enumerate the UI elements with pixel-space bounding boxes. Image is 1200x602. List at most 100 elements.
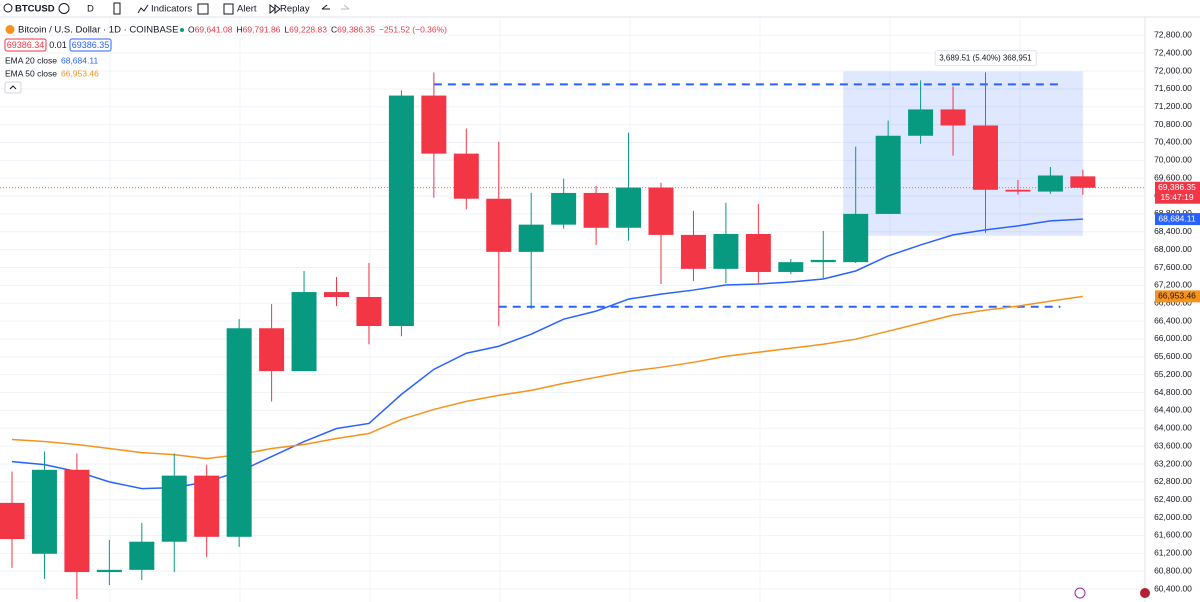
candle-body: [1005, 189, 1031, 192]
undo[interactable]: [321, 4, 330, 10]
replay-icon[interactable]: [269, 3, 281, 15]
ohlc-value: 69,791.86: [243, 24, 281, 34]
price-tag: [1155, 181, 1200, 204]
candle-body: [324, 292, 349, 297]
chart-title: Bitcoin / U.S. Dollar · 1D · COINBASE: [18, 25, 178, 36]
y-tick-label: 72,800.00: [1154, 30, 1192, 40]
alert-button[interactable]: Alert: [237, 4, 257, 15]
candle-body: [875, 135, 901, 214]
candle-body: [616, 187, 642, 228]
price-tag-label: 69,386.35: [1158, 182, 1196, 192]
ohlc-value: 69,228.83: [289, 24, 327, 34]
candle-body: [551, 192, 577, 225]
ohlc-key: L: [284, 24, 289, 34]
candle-body: [421, 95, 447, 154]
candle-body: [1037, 175, 1063, 192]
collapse-icon[interactable]: [9, 85, 17, 90]
search-icon[interactable]: [3, 3, 13, 13]
ema-tag: [1155, 290, 1200, 303]
ohlc-key: C: [331, 24, 337, 34]
candle-body: [518, 224, 544, 252]
candle-body: [1070, 176, 1096, 188]
candle-body: [453, 153, 479, 199]
redo[interactable]: [341, 4, 350, 10]
candle-body: [583, 192, 609, 228]
indicator-legend: EMA 20 close 68,684.11 EMA 50 close 66,953.…: [5, 55, 99, 78]
candle-body: [810, 259, 836, 263]
interval[interactable]: D: [87, 4, 94, 15]
candle-body: [96, 569, 122, 573]
chart-type[interactable]: [113, 2, 121, 15]
y-tick-label: 66,800.00: [1154, 297, 1192, 307]
add-symbol[interactable]: [58, 3, 70, 14]
ema-line: [11, 295, 1083, 460]
indicator-value: 66,953.46: [61, 68, 99, 78]
y-tick-label: 68,000.00: [1154, 244, 1192, 254]
change: −251.52 (−0.36%): [379, 24, 447, 34]
ohlc-key: H: [236, 24, 242, 34]
bid-box[interactable]: [4, 38, 47, 52]
candle-body: [745, 234, 771, 272]
y-tick-label: 66,400.00: [1154, 315, 1192, 325]
range-label: 3,689.51 (5.40%) 368,951: [939, 54, 1032, 63]
y-tick-label: 62,000.00: [1154, 512, 1192, 522]
flag-icon[interactable]: [1140, 588, 1150, 598]
range-label-bg: [934, 50, 1037, 67]
candle-body: [908, 109, 934, 136]
status-dot: [180, 28, 184, 32]
lightning-icon[interactable]: [1074, 587, 1086, 599]
alert-icon[interactable]: [223, 3, 234, 15]
y-tick-label: 70,400.00: [1154, 137, 1192, 147]
candle-body: [161, 475, 187, 542]
ask[interactable]: 69386.35: [72, 40, 110, 50]
ask-box[interactable]: [69, 38, 112, 52]
y-tick-label: 70,000.00: [1154, 155, 1192, 165]
candle-body: [843, 213, 869, 263]
y-tick-label: 67,200.00: [1154, 280, 1192, 290]
ema-tag-label: 68,684.11: [1158, 213, 1195, 223]
toolbar: [0, 0, 1200, 17]
candle-body: [226, 328, 252, 537]
indicators-icon[interactable]: [137, 4, 149, 14]
layouts[interactable]: [197, 3, 209, 15]
y-tick-label: 64,000.00: [1154, 423, 1192, 433]
y-tick-label: 61,600.00: [1154, 530, 1192, 540]
symbol[interactable]: BTCUSD: [15, 4, 55, 15]
ohlc-key: O: [188, 24, 195, 34]
y-tick-label: 60,400.00: [1154, 583, 1192, 593]
ema-tag: [1155, 213, 1200, 226]
y-tick-label: 69,600.00: [1154, 172, 1192, 182]
y-tick-label: 71,200.00: [1154, 101, 1192, 111]
collapse-legend[interactable]: [4, 81, 22, 94]
candle-body: [259, 328, 285, 372]
replay-button[interactable]: Replay: [280, 4, 310, 15]
plot-area: 3,689.51 (5.40%) 368,951: [0, 17, 1145, 602]
y-tick-label: 63,200.00: [1154, 458, 1192, 468]
ohlc-value: 69,641.08: [195, 24, 233, 34]
candle-body: [973, 125, 998, 190]
candle-body: [486, 198, 512, 252]
indicators-button[interactable]: Indicators: [151, 4, 192, 15]
y-tick-label: 61,200.00: [1154, 548, 1192, 558]
candle-body: [0, 502, 25, 540]
coin-icon: [5, 25, 15, 34]
y-tick-label: 66,000.00: [1154, 333, 1192, 343]
y-tick-label: 62,800.00: [1154, 476, 1192, 486]
spread: 0.01: [49, 40, 67, 50]
y-tick-label: 65,600.00: [1154, 351, 1192, 361]
candle-body: [680, 234, 706, 269]
price-axis: [1145, 17, 1200, 602]
candle-body: [129, 541, 155, 570]
candle-body: [648, 187, 674, 235]
indicator-name: EMA 50 close: [5, 68, 57, 78]
y-tick-label: 60,800.00: [1154, 565, 1192, 575]
candle-body: [194, 475, 220, 537]
y-tick-label: 64,400.00: [1154, 405, 1192, 415]
candle-body: [31, 469, 57, 554]
candle-body: [291, 292, 317, 372]
candle-body: [940, 109, 966, 126]
y-tick-label: 71,600.00: [1154, 83, 1192, 93]
bid[interactable]: 69386.34: [7, 40, 45, 50]
indicator-value: 68,684.11: [61, 55, 98, 65]
ema-line: [11, 218, 1083, 490]
